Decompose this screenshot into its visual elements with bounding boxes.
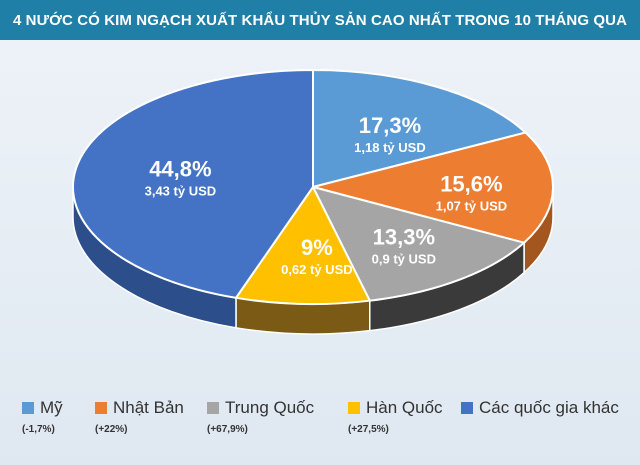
legend-label: Hàn Quốc [366,398,443,417]
legend-change: (+67,9%) [207,424,248,435]
legend-item-nhat-ban: Nhật Bản (+22%) [95,398,184,435]
slice-value-label-my: 1,18 tỷ USD [354,140,426,155]
legend-label: Mỹ [40,398,63,417]
legend-item-han-quoc: Hàn Quốc (+27,5%) [348,398,443,435]
legend-change: (+22%) [95,424,128,435]
legend-label: Các quốc gia khác [479,398,619,417]
pie-slice-cac-quoc-gia-khac [72,68,314,299]
slice-percent-label-han-quoc: 9% [301,235,333,260]
slice-value-label-cac-quoc-gia-khac: 3,43 tỷ USD [145,183,217,198]
legend-item-trung-quoc: Trung Quốc (+67,9%) [207,398,314,435]
legend-label: Nhật Bản [113,398,184,417]
legend: Mỹ (-1,7%) Nhật Bản (+22%) Trung Quốc (+67,9%… [0,398,640,458]
pie-slice-trung-quoc [311,185,527,302]
slice-percent-label-nhat-ban: 15,6% [440,171,502,196]
title-bar: 4 NƯỚC CÓ KIM NGẠCH XUẤT KHẨU THỦY SẢN C… [0,0,640,40]
legend-change: (-1,7%) [22,424,55,435]
pie-slice-nhat-ban [309,131,554,244]
legend-swatch [95,402,107,414]
legend-item-cac-quoc-gia-khac: Các quốc gia khác [461,398,619,418]
legend-item-my: Mỹ (-1,7%) [22,398,63,435]
slice-percent-label-trung-quoc: 13,3% [373,224,435,249]
pie-tops [72,68,554,305]
legend-swatch [348,402,360,414]
pie-slice-my [312,68,528,189]
pie-slice-han-quoc [234,185,372,305]
slice-percent-label-cac-quoc-gia-khac: 44,8% [149,156,211,181]
legend-swatch [461,402,473,414]
legend-label: Trung Quốc [225,398,315,417]
legend-swatch [207,402,219,414]
chart-title: 4 NƯỚC CÓ KIM NGẠCH XUẤT KHẨU THỦY SẢN C… [12,11,628,29]
legend-swatch [22,402,34,414]
legend-change: (+27,5%) [348,424,389,435]
slice-value-label-nhat-ban: 1,07 tỷ USD [436,198,508,213]
slice-value-label-trung-quoc: 0,9 tỷ USD [372,251,436,266]
slice-value-label-han-quoc: 0,62 tỷ USD [281,262,353,277]
slice-percent-label-my: 17,3% [359,113,421,138]
